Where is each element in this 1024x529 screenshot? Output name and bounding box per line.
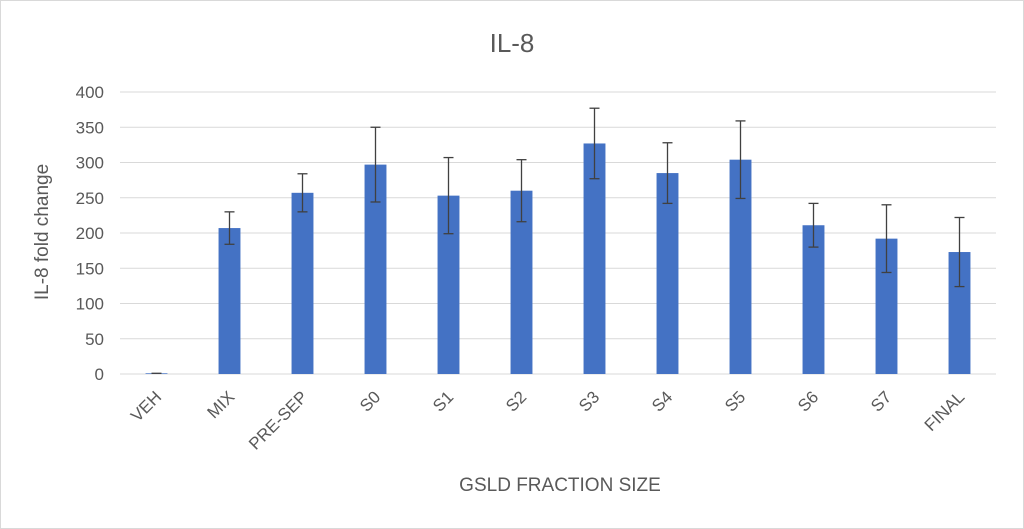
x-axis-title: GSLD FRACTION SIZE: [459, 475, 661, 496]
y-tick-label: 200: [76, 224, 104, 243]
error-bar: [735, 120, 746, 200]
error-bar: [297, 173, 308, 213]
error-bar: [224, 211, 235, 245]
x-tick-label: S0: [356, 387, 384, 415]
bar: [364, 164, 387, 374]
x-tick-label: S5: [721, 387, 749, 415]
error-bar: [954, 216, 965, 288]
y-tick-label: 350: [76, 118, 104, 137]
bar: [802, 225, 825, 374]
bar: [875, 238, 898, 374]
x-tick-labels: VEH MIX PRE-SEP S0 S1 S2 S3 S4 S5 S6 S7 FINAL: [127, 387, 968, 453]
x-tick-label: S1: [429, 387, 457, 415]
error-bar: [516, 159, 527, 223]
bar: [218, 228, 241, 374]
bar: [583, 143, 606, 374]
y-tick-label: 50: [85, 330, 104, 349]
bar: [510, 190, 533, 374]
bar: [291, 192, 314, 374]
error-bar: [370, 126, 381, 203]
y-tick-label: 400: [76, 83, 104, 102]
x-tick-label: S2: [502, 387, 530, 415]
gridlines: [120, 91, 996, 375]
y-tick-label: 150: [76, 259, 104, 278]
error-bars: [151, 107, 965, 374]
y-tick-label: 0: [95, 365, 104, 384]
x-tick-label: S3: [575, 387, 603, 415]
x-tick-label: VEH: [127, 387, 165, 425]
x-tick-label: S4: [648, 387, 676, 415]
bar: [729, 159, 752, 374]
y-tick-labels: 0 50 100 150 200 250 300 350 400: [76, 83, 104, 384]
x-tick-label: S6: [794, 387, 822, 415]
x-tick-label: FINAL: [921, 387, 969, 435]
x-tick-label: MIX: [204, 387, 239, 422]
x-tick-label: S7: [867, 387, 895, 415]
bars: [145, 143, 971, 374]
bar: [437, 195, 460, 374]
error-bar: [808, 202, 819, 248]
y-axis-title: IL-8 fold change: [32, 164, 53, 300]
bar: [948, 252, 971, 374]
bar: [656, 173, 679, 374]
chart-title: IL-8: [490, 28, 535, 58]
error-bar: [589, 107, 600, 180]
error-bar: [443, 156, 454, 235]
error-bar: [662, 142, 673, 205]
y-tick-label: 300: [76, 154, 104, 173]
y-tick-label: 100: [76, 295, 104, 314]
error-bar: [881, 204, 892, 274]
x-tick-label: PRE-SEP: [245, 387, 311, 453]
y-tick-label: 250: [76, 189, 104, 208]
